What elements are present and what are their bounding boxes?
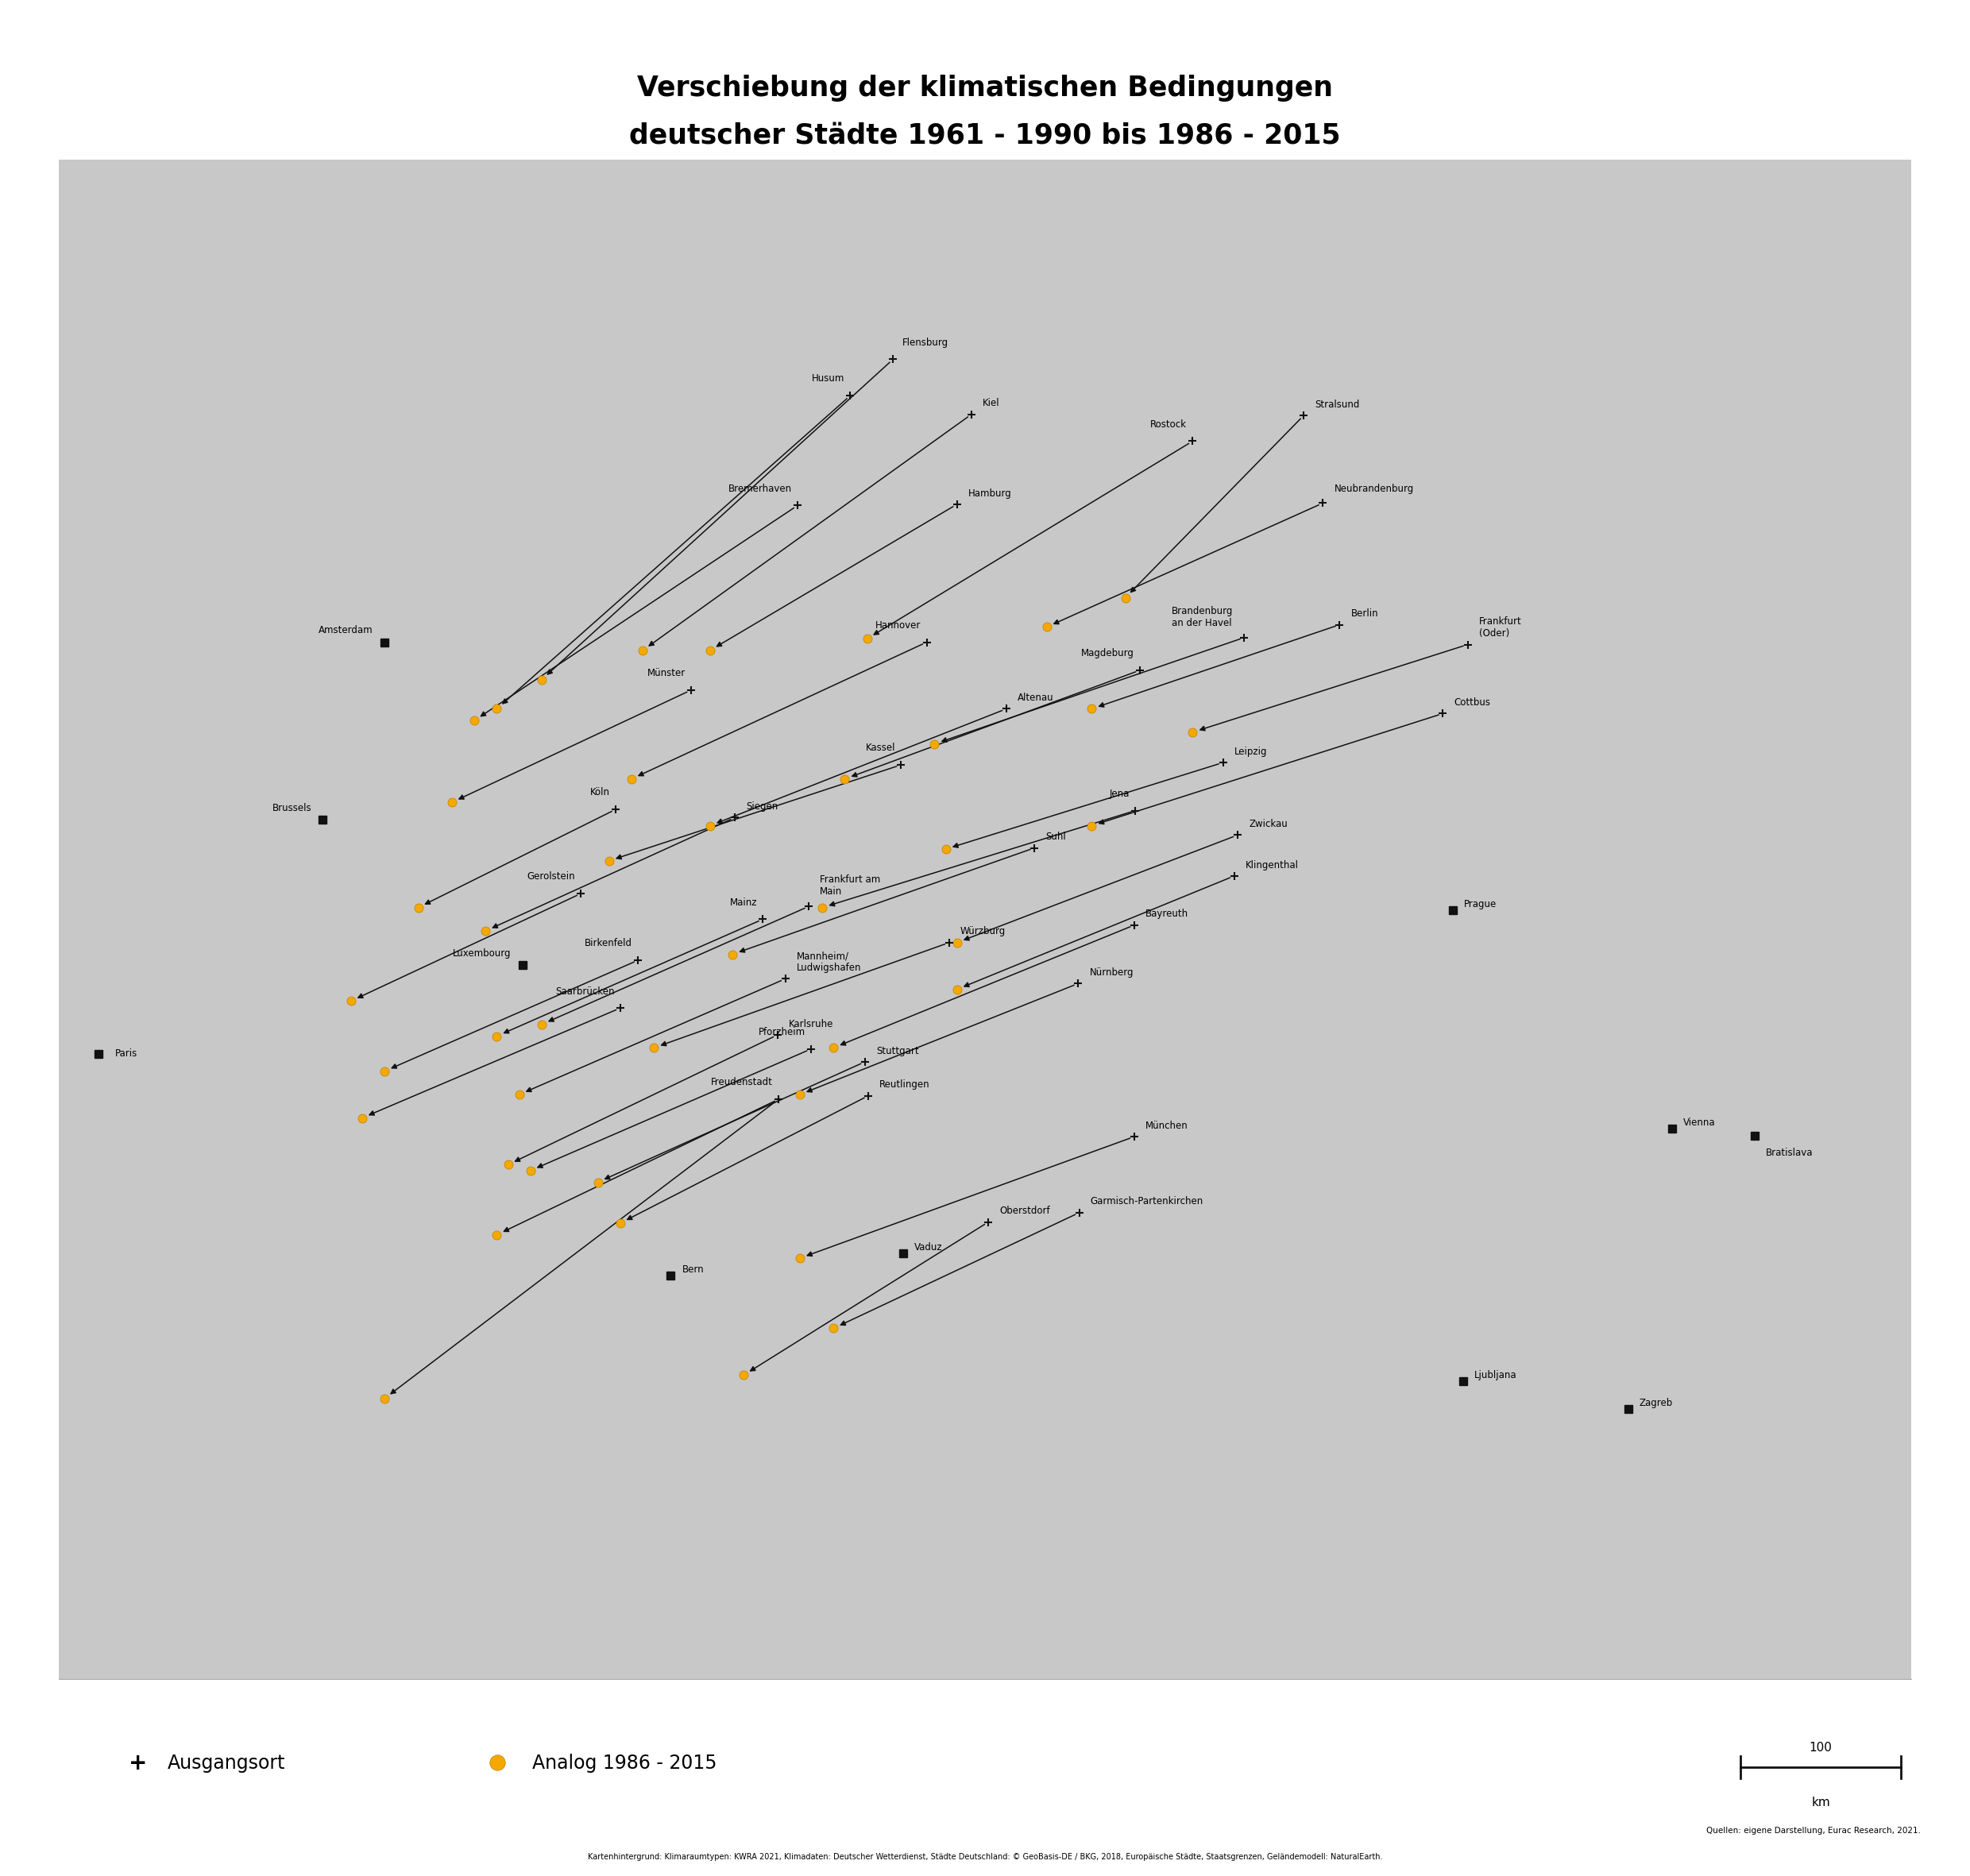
Text: Ausgangsort: Ausgangsort [167, 1754, 286, 1773]
Text: Saarbrücken: Saarbrücken [556, 987, 615, 996]
Text: Reutlingen: Reutlingen [879, 1079, 930, 1090]
Text: Köln: Köln [591, 788, 611, 797]
Text: Stralsund: Stralsund [1314, 400, 1359, 409]
Text: Vaduz: Vaduz [914, 1242, 942, 1253]
Text: Bratislava: Bratislava [1767, 1148, 1814, 1157]
Text: Frankfurt am
Main: Frankfurt am Main [820, 874, 881, 897]
Text: Husum: Husum [812, 373, 845, 385]
Text: Stuttgart: Stuttgart [877, 1045, 918, 1056]
Text: Gerolstein: Gerolstein [528, 872, 575, 882]
Text: Rostock: Rostock [1150, 418, 1188, 430]
Text: Leipzig: Leipzig [1233, 747, 1267, 756]
Text: Mainz: Mainz [729, 897, 756, 908]
Text: Siegen: Siegen [747, 801, 778, 812]
Text: Münster: Münster [646, 668, 686, 679]
Text: Birkenfeld: Birkenfeld [585, 938, 632, 949]
Text: Cottbus: Cottbus [1454, 698, 1491, 707]
Text: Hamburg: Hamburg [967, 488, 1013, 499]
Text: Berlin: Berlin [1351, 608, 1379, 619]
Text: Bremerhaven: Bremerhaven [729, 484, 792, 493]
Text: Garmisch-Partenkirchen: Garmisch-Partenkirchen [1091, 1197, 1204, 1206]
Text: Bayreuth: Bayreuth [1145, 908, 1188, 919]
Text: Magdeburg: Magdeburg [1082, 649, 1135, 658]
Text: Nürnberg: Nürnberg [1089, 968, 1133, 977]
Text: Brandenburg
an der Havel: Brandenburg an der Havel [1172, 606, 1233, 628]
Text: Oberstdorf: Oberstdorf [999, 1206, 1050, 1216]
Text: Klingenthal: Klingenthal [1245, 859, 1298, 870]
Text: Suhl: Suhl [1046, 831, 1066, 842]
Text: Verschiebung der klimatischen Bedingungen: Verschiebung der klimatischen Bedingunge… [636, 75, 1334, 101]
Text: Bern: Bern [682, 1264, 703, 1276]
Text: Kiel: Kiel [983, 398, 1001, 409]
Text: Prague: Prague [1464, 899, 1497, 910]
Text: Vienna: Vienna [1682, 1118, 1716, 1127]
Text: Hannover: Hannover [875, 621, 922, 630]
Text: Luxembourg: Luxembourg [453, 947, 512, 959]
Text: Würzburg: Würzburg [959, 927, 1007, 936]
Text: Mannheim/
Ludwigshafen: Mannheim/ Ludwigshafen [796, 951, 861, 974]
Text: Analog 1986 - 2015: Analog 1986 - 2015 [532, 1754, 717, 1773]
Text: Kartenhintergrund: Klimaraumtypen: KWRA 2021, Klimadaten: Deutscher Wetterdienst: Kartenhintergrund: Klimaraumtypen: KWRA … [587, 1853, 1383, 1861]
Text: Jena: Jena [1109, 788, 1129, 799]
Text: Zagreb: Zagreb [1639, 1398, 1673, 1409]
Text: +: + [128, 1752, 148, 1775]
Text: Pforzheim: Pforzheim [758, 1026, 806, 1037]
Text: Freudenstadt: Freudenstadt [711, 1077, 772, 1088]
Text: 100: 100 [1808, 1743, 1832, 1754]
Text: Neubrandenburg: Neubrandenburg [1334, 484, 1414, 493]
Text: Altenau: Altenau [1018, 692, 1054, 704]
Text: Quellen: eigene Darstellung, Eurac Research, 2021.: Quellen: eigene Darstellung, Eurac Resea… [1706, 1827, 1921, 1835]
Text: Amsterdam: Amsterdam [319, 625, 374, 636]
Text: deutscher Städte 1961 - 1990 bis 1986 - 2015: deutscher Städte 1961 - 1990 bis 1986 - … [628, 122, 1342, 148]
Text: Paris: Paris [114, 1049, 138, 1058]
Text: Frankfurt
(Oder): Frankfurt (Oder) [1479, 617, 1521, 638]
Text: Kassel: Kassel [865, 743, 894, 754]
Text: Karlsruhe: Karlsruhe [788, 1019, 833, 1030]
Text: München: München [1145, 1120, 1188, 1131]
Text: Flensburg: Flensburg [902, 338, 948, 347]
Text: Ljubljana: Ljubljana [1474, 1369, 1517, 1381]
Text: Brussels: Brussels [272, 803, 311, 814]
Text: Zwickau: Zwickau [1249, 820, 1288, 829]
Text: km: km [1810, 1797, 1830, 1808]
